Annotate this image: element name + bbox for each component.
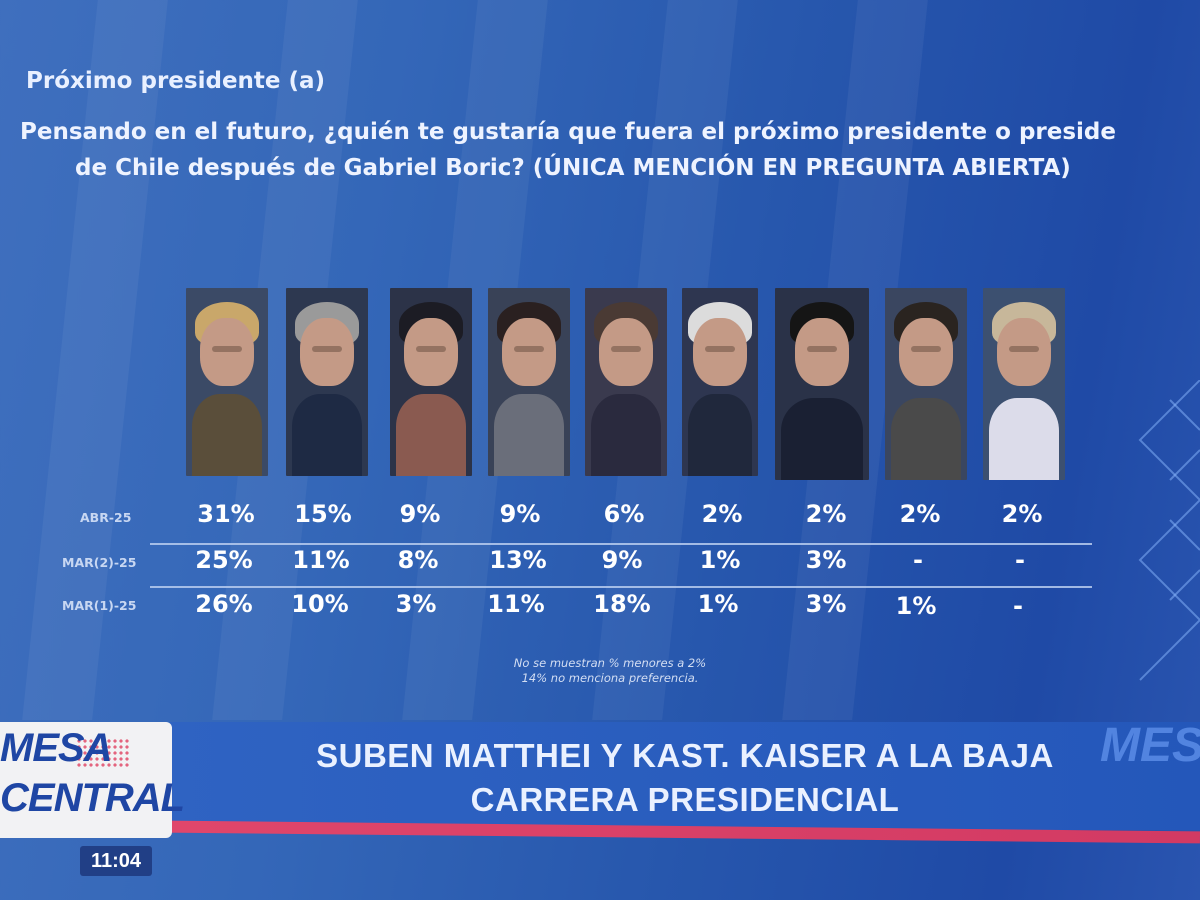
row-label-abr-25: ABR-25 <box>80 510 132 525</box>
value-cell: 10% <box>291 590 349 618</box>
value-cell: 9% <box>499 500 541 528</box>
value-cell: - <box>1015 546 1025 574</box>
value-cell: 1% <box>697 590 739 618</box>
headline-line-2: CARRERA PRESIDENCIAL <box>470 781 900 818</box>
candidate-photo-5 <box>585 288 667 476</box>
question-line-2: de Chile después de Gabriel Boric? (ÚNIC… <box>75 155 1071 181</box>
footnote-line-1: No se muestran % menores a 2% <box>513 656 707 670</box>
on-air-clock: 11:04 <box>80 846 152 876</box>
value-cell: 31% <box>197 500 255 528</box>
candidate-photo-3 <box>390 288 472 476</box>
value-cell: 2% <box>805 500 847 528</box>
candidate-photo-8 <box>885 288 967 480</box>
value-cell: 15% <box>294 500 352 528</box>
row-label-mar2-25: MAR(2)-25 <box>62 555 137 570</box>
value-cell: 3% <box>805 546 847 574</box>
value-cell: 25% <box>195 546 253 574</box>
value-cell: 11% <box>487 590 545 618</box>
candidate-photo-2 <box>286 288 368 476</box>
candidate-photo-6 <box>682 288 758 476</box>
decorative-lattice <box>1138 380 1200 681</box>
logo-text-central: CENTRAL <box>0 776 185 820</box>
value-cell: 8% <box>397 546 439 574</box>
survey-question: Pensando en el futuro, ¿quién te gustarí… <box>20 114 1200 186</box>
value-cell: - <box>913 546 923 574</box>
footnotes: No se muestran % menores a 2% 14% no men… <box>470 656 750 686</box>
value-cell: 9% <box>399 500 441 528</box>
candidate-photos <box>186 288 1065 480</box>
footnote-line-2: 14% no menciona preferencia. <box>521 671 699 685</box>
candidate-photo-4 <box>488 288 570 476</box>
section-title: Próximo presidente (a) <box>26 68 326 94</box>
channel-logo: MESA CENTRAL <box>0 722 185 838</box>
value-cell: 2% <box>701 500 743 528</box>
value-cell: 13% <box>489 546 547 574</box>
row-divider <box>150 543 1092 545</box>
logo-dots-icon <box>76 738 130 768</box>
value-cell: 1% <box>699 546 741 574</box>
value-cell: 18% <box>593 590 651 618</box>
row-label-mar1-25: MAR(1)-25 <box>62 598 137 613</box>
value-cell: 3% <box>805 590 847 618</box>
candidate-photo-1 <box>186 288 268 476</box>
value-cell: 11% <box>292 546 350 574</box>
question-line-1: Pensando en el futuro, ¿quién te gustarí… <box>20 119 1116 145</box>
value-cell: 3% <box>395 590 437 618</box>
headline-banner <box>170 722 1200 830</box>
value-cell: - <box>1013 592 1023 620</box>
value-cell: 2% <box>899 500 941 528</box>
watermark-logo: MESA <box>1100 719 1200 772</box>
candidate-photo-9 <box>983 288 1065 480</box>
value-cell: 6% <box>603 500 645 528</box>
value-cell: 2% <box>1001 500 1043 528</box>
headline-line-1: SUBEN MATTHEI Y KAST. KAISER A LA BAJA <box>316 737 1054 774</box>
logo-text-mesa: MESA <box>0 726 113 770</box>
candidate-photo-7 <box>775 288 869 480</box>
value-cell: 1% <box>895 592 937 620</box>
value-cell: 26% <box>195 590 253 618</box>
headline-text: SUBEN MATTHEI Y KAST. KAISER A LA BAJA C… <box>170 734 1200 822</box>
row-divider <box>150 586 1092 588</box>
value-cell: 9% <box>601 546 643 574</box>
